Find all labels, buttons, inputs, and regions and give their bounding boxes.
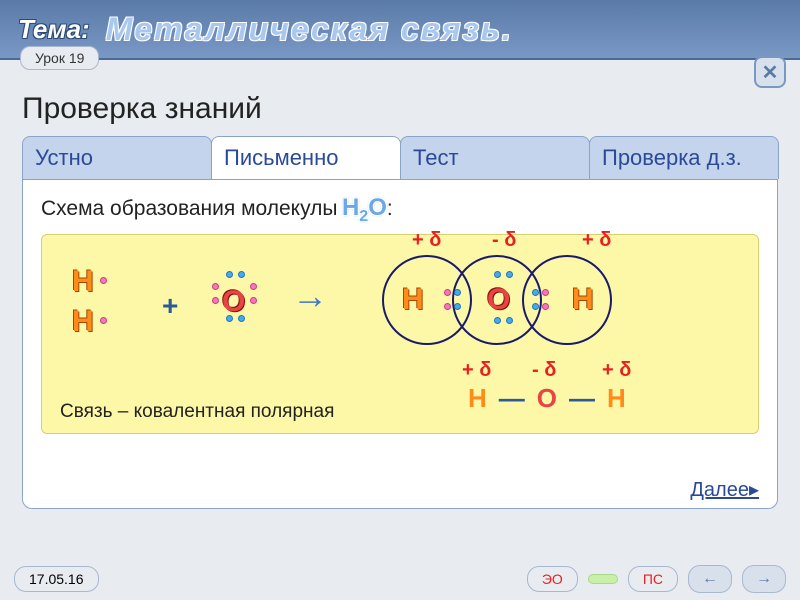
structural-formula: H—O—H [462, 383, 632, 414]
partial-charge: - δ [492, 229, 516, 252]
tab-test[interactable]: Тест [400, 136, 590, 179]
electron-dot [100, 317, 107, 324]
theme-label: Тема: [18, 14, 90, 45]
tab-homework[interactable]: Проверка д.з. [589, 136, 779, 179]
green-button[interactable] [588, 574, 618, 584]
atom-h: H [402, 283, 424, 317]
partial-charge: - δ [532, 359, 556, 382]
next-button[interactable]: → [742, 565, 786, 593]
electron-dot [226, 315, 233, 322]
tabs: Устно Письменно Тест Проверка д.з. [22, 136, 778, 179]
electron-dot [494, 271, 501, 278]
electron-dot [454, 289, 461, 296]
diagram-box: HHO+→HOH+ δ- δ+ δ+ δ- δ+ δH—O—HСвязь – к… [41, 234, 759, 434]
atom-h: H [572, 283, 594, 317]
electron-dot [444, 303, 451, 310]
schema-line: Схема образования молекулы H2O: [41, 194, 759, 226]
electron-dot [238, 315, 245, 322]
tab-written[interactable]: Письменно [211, 136, 401, 179]
electron-dot [454, 303, 461, 310]
atom-h: H [72, 305, 94, 339]
eo-button[interactable]: ЭО [527, 566, 578, 592]
close-button[interactable]: ✕ [754, 56, 786, 88]
atom-o: O [487, 283, 510, 317]
electron-dot [250, 283, 257, 290]
electron-dot [212, 283, 219, 290]
electron-dot [532, 289, 539, 296]
electron-dot [506, 271, 513, 278]
theme-title: Металлическая связь. [106, 11, 513, 48]
partial-charge: + δ [582, 229, 611, 252]
schema-prefix: Схема образования молекулы [41, 197, 338, 220]
reaction-arrow: → [292, 275, 328, 317]
main-content: Проверка знаний Устно Письменно Тест Про… [0, 60, 800, 509]
electron-dot [532, 303, 539, 310]
atom-o: O [222, 285, 245, 319]
electron-dot [238, 271, 245, 278]
section-title: Проверка знаний [22, 92, 778, 126]
electron-dot [100, 277, 107, 284]
partial-charge: + δ [412, 229, 441, 252]
partial-charge: + δ [602, 359, 631, 382]
partial-charge: + δ [462, 359, 491, 382]
tab-oral[interactable]: Устно [22, 136, 212, 179]
next-link[interactable]: Далее▸ [690, 477, 759, 502]
electron-dot [506, 317, 513, 324]
schema-colon: : [387, 197, 393, 220]
content-panel: Схема образования молекулы H2O: HHO+→HOH… [22, 179, 778, 509]
electron-dot [444, 289, 451, 296]
header: Тема: Металлическая связь. [0, 0, 800, 60]
orbital-circle [522, 255, 612, 345]
electron-dot [542, 289, 549, 296]
prev-button[interactable]: ← [688, 565, 732, 593]
electron-dot [542, 303, 549, 310]
electron-dot [226, 271, 233, 278]
date-badge: 17.05.16 [14, 566, 99, 592]
bond-type-label: Связь – ковалентная полярная [60, 401, 334, 423]
plus-sign: + [162, 290, 178, 322]
electron-dot [494, 317, 501, 324]
ps-button[interactable]: ПС [628, 566, 678, 592]
footer: 17.05.16 ЭО ПС ← → [0, 558, 800, 600]
molecule-formula: H2O [342, 194, 387, 221]
electron-dot [212, 297, 219, 304]
electron-dot [250, 297, 257, 304]
lesson-badge: Урок 19 [20, 46, 99, 70]
atom-h: H [72, 265, 94, 299]
